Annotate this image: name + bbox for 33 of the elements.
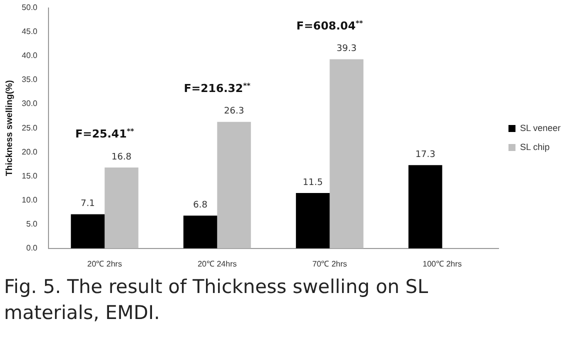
x-tick-label: 100℃ 2hrs: [422, 259, 462, 268]
bar: [70, 214, 105, 248]
y-tick-label: 40.0: [22, 51, 38, 60]
bar: [408, 165, 442, 248]
data-label: 7.1: [80, 199, 95, 210]
y-tick-label: 20.0: [22, 147, 38, 156]
data-label: 17.3: [415, 150, 436, 160]
y-tick-label: 15.0: [22, 171, 38, 180]
data-label: 16.8: [111, 152, 132, 162]
y-tick-label: 35.0: [22, 75, 38, 84]
legend-label: SL veneer: [520, 122, 561, 133]
bar: [330, 59, 364, 248]
legend-label: SL chip: [520, 142, 550, 152]
y-tick-label: 50.0: [22, 3, 38, 12]
bar: [217, 122, 251, 248]
data-label: 39.3: [336, 44, 357, 54]
bar: [183, 216, 218, 248]
bar: [296, 193, 330, 248]
data-label: 6.8: [193, 200, 208, 211]
x-tick-label: 20℃ 2hrs: [87, 259, 122, 268]
y-tick-label: 25.0: [22, 123, 38, 132]
y-axis-title: Thickness swelling(%): [4, 80, 14, 176]
y-tick-label: 5.0: [26, 220, 38, 229]
y-tick-label: 0.0: [26, 244, 38, 253]
data-label: 26.3: [224, 106, 244, 117]
x-tick-label: 70℃ 2hrs: [312, 259, 348, 268]
y-tick-label: 10.0: [22, 195, 38, 204]
bar: [104, 168, 138, 248]
y-tick-label: 30.0: [22, 99, 38, 108]
caption: Fig. 5. The result of Thickness swelling on SL materials, EMDI.: [4, 275, 430, 326]
data-label: 11.5: [302, 178, 323, 188]
y-tick-label: 45.0: [22, 27, 38, 36]
x-tick-label: 20℃ 24hrs: [198, 259, 237, 268]
